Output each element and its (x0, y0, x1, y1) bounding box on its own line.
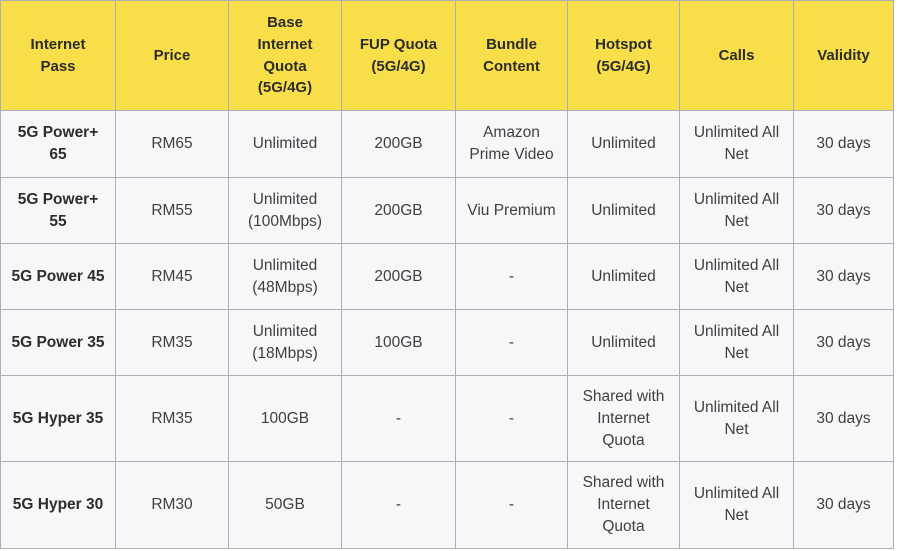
column-header-calls: Calls (679, 0, 794, 111)
hotspot-cell: Unlimited (567, 110, 680, 178)
base-quota-cell: 50GB (228, 461, 342, 549)
bundle-content-cell: - (455, 243, 568, 310)
base-quota-cell: 100GB (228, 375, 342, 462)
fup-quota-cell: 200GB (341, 243, 456, 310)
fup-quota-cell: 200GB (341, 177, 456, 244)
plan-name-cell: 5G Power 45 (0, 243, 116, 310)
bundle-content-cell: - (455, 461, 568, 549)
column-header-validity: Validity (793, 0, 894, 111)
hotspot-cell: Unlimited (567, 309, 680, 376)
table-body: 5G Power+ 65 RM65 Unlimited 200GB Amazon… (0, 110, 894, 549)
hotspot-cell: Unlimited (567, 177, 680, 244)
price-cell: RM45 (115, 243, 229, 310)
base-quota-cell: Unlimited (48Mbps) (228, 243, 342, 310)
price-cell: RM65 (115, 110, 229, 178)
hotspot-cell: Shared with Internet Quota (567, 375, 680, 462)
table-row-5g-power-plus-65: 5G Power+ 65 RM65 Unlimited 200GB Amazon… (0, 110, 894, 178)
fup-quota-cell: 100GB (341, 309, 456, 376)
fup-quota-cell: - (341, 461, 456, 549)
validity-cell: 30 days (793, 243, 894, 310)
price-cell: RM55 (115, 177, 229, 244)
price-cell: RM30 (115, 461, 229, 549)
calls-cell: Unlimited All Net (679, 243, 794, 310)
column-header-hotspot: Hotspot (5G/4G) (567, 0, 680, 111)
table-row-5g-power-35: 5G Power 35 RM35 Unlimited (18Mbps) 100G… (0, 309, 894, 376)
price-cell: RM35 (115, 375, 229, 462)
column-header-base-internet-quota: Base Internet Quota (5G/4G) (228, 0, 342, 111)
validity-cell: 30 days (793, 110, 894, 178)
column-header-price: Price (115, 0, 229, 111)
plan-name-cell: 5G Hyper 35 (0, 375, 116, 462)
hotspot-cell: Unlimited (567, 243, 680, 310)
validity-cell: 30 days (793, 461, 894, 549)
fup-quota-cell: - (341, 375, 456, 462)
base-quota-cell: Unlimited (100Mbps) (228, 177, 342, 244)
validity-cell: 30 days (793, 177, 894, 244)
base-quota-cell: Unlimited (228, 110, 342, 178)
table-header-row: Internet Pass Price Base Internet Quota … (0, 0, 894, 111)
table-row-5g-hyper-35: 5G Hyper 35 RM35 100GB - - Shared with I… (0, 375, 894, 462)
fup-quota-cell: 200GB (341, 110, 456, 178)
validity-cell: 30 days (793, 309, 894, 376)
bundle-content-cell: - (455, 375, 568, 462)
plan-name-cell: 5G Power+ 55 (0, 177, 116, 244)
table-row-5g-hyper-30: 5G Hyper 30 RM30 50GB - - Shared with In… (0, 461, 894, 549)
plan-name-cell: 5G Power 35 (0, 309, 116, 376)
table-row-5g-power-45: 5G Power 45 RM45 Unlimited (48Mbps) 200G… (0, 243, 894, 310)
table-header: Internet Pass Price Base Internet Quota … (0, 0, 894, 111)
column-header-bundle-content: Bundle Content (455, 0, 568, 111)
column-header-internet-pass: Internet Pass (0, 0, 116, 111)
plan-name-cell: 5G Hyper 30 (0, 461, 116, 549)
hotspot-cell: Shared with Internet Quota (567, 461, 680, 549)
bundle-content-cell: Amazon Prime Video (455, 110, 568, 178)
column-header-fup-quota: FUP Quota (5G/4G) (341, 0, 456, 111)
bundle-content-cell: Viu Premium (455, 177, 568, 244)
calls-cell: Unlimited All Net (679, 177, 794, 244)
validity-cell: 30 days (793, 375, 894, 462)
calls-cell: Unlimited All Net (679, 309, 794, 376)
table-row-5g-power-plus-55: 5G Power+ 55 RM55 Unlimited (100Mbps) 20… (0, 177, 894, 244)
base-quota-cell: Unlimited (18Mbps) (228, 309, 342, 376)
calls-cell: Unlimited All Net (679, 461, 794, 549)
plan-name-cell: 5G Power+ 65 (0, 110, 116, 178)
price-cell: RM35 (115, 309, 229, 376)
bundle-content-cell: - (455, 309, 568, 376)
calls-cell: Unlimited All Net (679, 375, 794, 462)
calls-cell: Unlimited All Net (679, 110, 794, 178)
